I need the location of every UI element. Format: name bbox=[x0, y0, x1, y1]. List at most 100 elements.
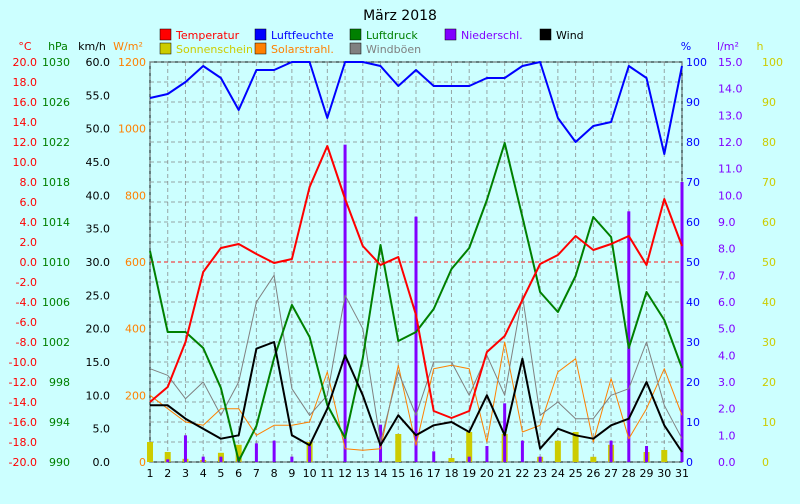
y-tick-humidity: 70 bbox=[686, 176, 700, 189]
y-tick-precipitation: 15.0 bbox=[718, 56, 743, 69]
y-tick-humidity: 60 bbox=[686, 216, 700, 229]
y-tick-temperature: -12.0 bbox=[9, 376, 37, 389]
x-tick-label: 15 bbox=[391, 467, 405, 480]
y-tick-wind: 35.0 bbox=[86, 223, 111, 236]
y-tick-solar: 400 bbox=[125, 323, 146, 336]
legend-label: Sonnenschein bbox=[176, 43, 253, 56]
sunshine-bar bbox=[147, 442, 153, 462]
y-tick-temperature: 2.0 bbox=[20, 236, 38, 249]
y-tick-pressure: 1006 bbox=[42, 296, 70, 309]
y-tick-pressure: 990 bbox=[49, 456, 70, 469]
y-tick-pressure: 1014 bbox=[42, 216, 70, 229]
y-tick-precipitation: 1.0 bbox=[718, 429, 736, 442]
y-tick-sunshine: 60 bbox=[762, 216, 776, 229]
legend-label: Temperatur bbox=[175, 29, 240, 42]
x-tick-label: 19 bbox=[462, 467, 476, 480]
y-tick-temperature: 4.0 bbox=[20, 216, 38, 229]
sunshine-bar bbox=[554, 440, 561, 462]
y-tick-pressure: 994 bbox=[49, 416, 70, 429]
x-tick-label: 9 bbox=[288, 467, 295, 480]
series-line-temperatur bbox=[149, 145, 683, 419]
y-tick-temperature: -8.0 bbox=[16, 336, 37, 349]
unit-temperature: °C bbox=[18, 40, 32, 53]
legend-swatch bbox=[444, 28, 457, 41]
series-line-luftfeuchte bbox=[149, 61, 683, 155]
sunshine-bar bbox=[590, 456, 597, 462]
precipitation-bar bbox=[520, 440, 524, 462]
y-tick-sunshine: 70 bbox=[762, 176, 776, 189]
y-tick-precipitation: 2.0 bbox=[718, 403, 736, 416]
series-line-wind bbox=[150, 341, 683, 453]
y-tick-wind: 55.0 bbox=[86, 89, 111, 102]
y-tick-humidity: 80 bbox=[686, 136, 700, 149]
x-tick-label: 12 bbox=[338, 467, 352, 480]
y-tick-precipitation: 11.0 bbox=[718, 163, 743, 176]
y-tick-precipitation: 14.0 bbox=[718, 83, 743, 96]
y-tick-temperature: 6.0 bbox=[20, 196, 38, 209]
x-tick-label: 31 bbox=[675, 467, 689, 480]
x-tick-label: 8 bbox=[271, 467, 278, 480]
y-tick-solar: 800 bbox=[125, 189, 146, 202]
y-tick-pressure: 1002 bbox=[42, 336, 70, 349]
precipitation-bar bbox=[254, 443, 258, 462]
y-tick-precipitation: 7.0 bbox=[718, 269, 736, 282]
legend-label: Niederschl. bbox=[461, 29, 523, 42]
precipitation-bar bbox=[290, 456, 294, 462]
y-tick-sunshine: 40 bbox=[762, 296, 776, 309]
y-tick-wind: 15.0 bbox=[86, 356, 111, 369]
x-tick-label: 4 bbox=[200, 467, 207, 480]
x-tick-label: 23 bbox=[533, 467, 547, 480]
y-tick-wind: 20.0 bbox=[86, 323, 111, 336]
y-tick-temperature: -4.0 bbox=[16, 296, 37, 309]
legend-swatch bbox=[254, 42, 267, 55]
y-tick-humidity: 10 bbox=[686, 416, 700, 429]
y-tick-temperature: -2.0 bbox=[16, 276, 37, 289]
y-tick-temperature: 8.0 bbox=[20, 176, 38, 189]
y-tick-temperature: 12.0 bbox=[13, 136, 38, 149]
y-tick-precipitation: 12.0 bbox=[718, 136, 743, 149]
legend-label: Solarstrahl. bbox=[271, 43, 334, 56]
y-tick-sunshine: 100 bbox=[762, 56, 783, 69]
y-tick-sunshine: 20 bbox=[762, 376, 776, 389]
y-tick-humidity: 50 bbox=[686, 256, 700, 269]
y-tick-sunshine: 0 bbox=[762, 456, 769, 469]
y-tick-sunshine: 50 bbox=[762, 256, 776, 269]
y-tick-precipitation: 9.0 bbox=[718, 216, 736, 229]
x-tick-label: 24 bbox=[551, 467, 565, 480]
y-tick-wind: 50.0 bbox=[86, 123, 111, 136]
y-tick-humidity: 100 bbox=[686, 56, 707, 69]
x-tick-label: 18 bbox=[444, 467, 458, 480]
x-tick-label: 29 bbox=[640, 467, 654, 480]
precipitation-bar bbox=[219, 456, 223, 462]
y-tick-pressure: 1018 bbox=[42, 176, 70, 189]
y-tick-solar: 0 bbox=[139, 456, 146, 469]
y-tick-precipitation: 5.0 bbox=[718, 323, 736, 336]
x-tick-label: 20 bbox=[480, 467, 494, 480]
y-tick-temperature: 14.0 bbox=[13, 116, 38, 129]
y-tick-pressure: 1026 bbox=[42, 96, 70, 109]
y-tick-pressure: 1030 bbox=[42, 56, 70, 69]
y-tick-temperature: -18.0 bbox=[9, 436, 37, 449]
y-tick-precipitation: 0.0 bbox=[718, 456, 736, 469]
y-tick-wind: 30.0 bbox=[86, 256, 111, 269]
x-tick-label: 25 bbox=[569, 467, 583, 480]
y-tick-temperature: -20.0 bbox=[9, 456, 37, 469]
precipitation-bar bbox=[272, 440, 276, 462]
y-tick-temperature: -16.0 bbox=[9, 416, 37, 429]
x-tick-label: 11 bbox=[320, 467, 334, 480]
precipitation-bar bbox=[166, 459, 170, 462]
unit-precipitation: l/m² bbox=[717, 40, 739, 53]
unit-solar: W/m² bbox=[113, 40, 143, 53]
legend-label: Luftfeuchte bbox=[271, 29, 334, 42]
precipitation-bar bbox=[467, 456, 471, 462]
y-tick-temperature: 10.0 bbox=[13, 156, 38, 169]
x-tick-label: 17 bbox=[427, 467, 441, 480]
precipitation-bar bbox=[609, 440, 613, 462]
y-tick-humidity: 90 bbox=[686, 96, 700, 109]
x-tick-label: 26 bbox=[586, 467, 600, 480]
y-tick-precipitation: 8.0 bbox=[718, 243, 736, 256]
precipitation-bar bbox=[645, 446, 649, 462]
legend-label: Wind bbox=[556, 29, 584, 42]
x-tick-label: 14 bbox=[374, 467, 388, 480]
